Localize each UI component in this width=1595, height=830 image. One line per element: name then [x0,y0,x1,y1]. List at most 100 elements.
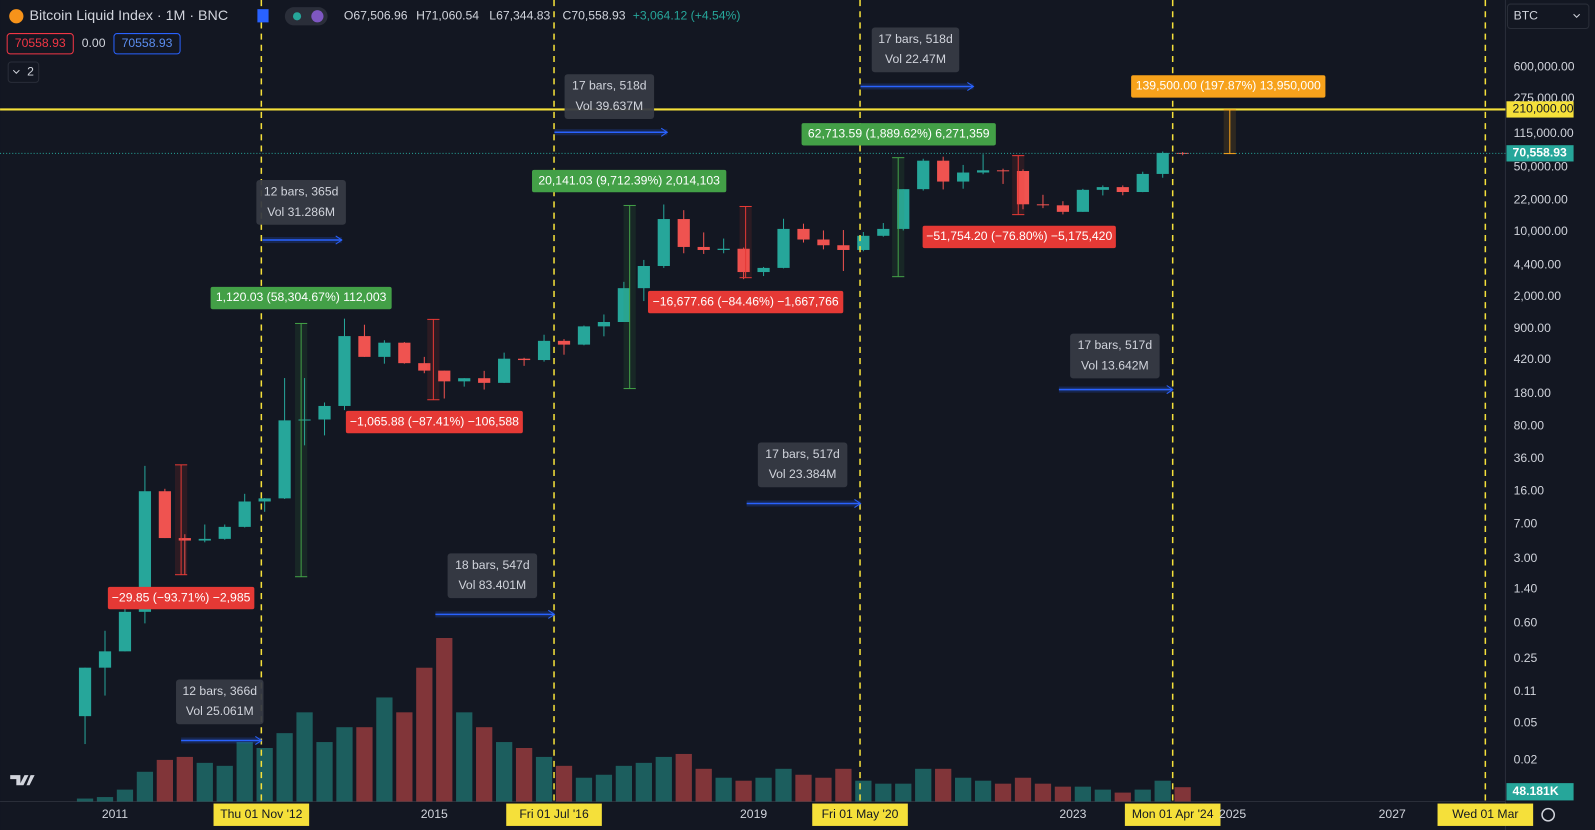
candle-body [1176,152,1189,154]
y-tick-label: 16.00 [1514,483,1545,497]
volume-bar [456,712,473,802]
volume-bar [376,697,393,802]
candle-body [897,189,910,229]
volume-label-bg [1506,783,1574,801]
sell-button[interactable] [6,33,74,55]
arrow-head [335,235,343,245]
candle-body [218,526,231,539]
volume-bar [555,765,573,802]
volume-bar [476,727,493,802]
volume-bar [755,777,772,802]
indicators-toggle[interactable] [7,61,40,83]
volume-bar [1054,786,1072,802]
candle-body [717,248,730,250]
buy-button[interactable] [113,33,181,55]
volume-bar [715,777,732,802]
y-tick-label: 50,000.00 [1514,159,1568,173]
range-label: −16,677.66 (−84.46%) −1,667,766 [653,294,839,308]
y-tick-label: 900.00 [1514,321,1551,335]
y-tick-label: 0.60 [1514,616,1538,630]
candle-body [1036,204,1050,206]
range-label: −29.85 (−93.71%) −2,985 [112,590,251,604]
y-tick-label: 80.00 [1514,419,1545,433]
volume-bar [935,768,952,802]
x-tick-label: 2023 [1059,807,1086,821]
ohlc-close: C70,558.93 [563,8,626,22]
volume-bar [196,762,213,802]
candle-body [917,160,930,190]
chevron [12,69,20,74]
volume-bar [316,742,333,802]
candle-body [637,265,650,289]
x-tick-label: 2027 [1379,807,1406,821]
volume-bar [515,748,533,802]
volume-bar [994,783,1012,802]
candle-body [957,172,970,182]
y-tick-label: 7.00 [1514,517,1538,531]
date-range-box [1070,333,1160,379]
volume-bar [256,748,273,802]
range-label: 62,713.59 (1,889.62%) 6,271,359 [808,126,990,140]
candle-body [697,246,710,250]
date-range-box [564,74,655,120]
ohlc-high: H71,060.54 [416,8,479,22]
indicators-count: 2 [27,64,34,78]
candle-body [98,651,112,668]
date-marker-bg [213,803,310,826]
range-label: 20,141.03 (9,712.39%) 2,014,103 [538,173,720,187]
volume-bar [396,712,413,802]
range-label: −1,065.88 (−87.41%) −106,588 [350,414,519,428]
date-range-volume: Vol 23.384M [769,467,837,481]
candle-body [657,219,670,266]
status-dot [311,10,324,23]
x-tick-label: 2025 [1219,807,1246,821]
range-label-bg [345,410,523,434]
date-marker-bg [1437,803,1534,826]
y-tick-label: 10,000.00 [1514,224,1568,238]
range-label: −51,754.20 (−76.80%) −5,175,420 [926,229,1112,243]
range-label-bg [107,586,255,610]
volume-bar [76,798,94,802]
symbol-icon [9,9,24,24]
volume-bar [635,762,652,802]
candle-body [877,228,890,236]
candle-body [298,419,311,421]
flag-icon[interactable] [257,9,269,23]
candle-body [577,326,591,345]
volume-bar [835,768,852,802]
volume-bar [436,637,453,802]
header: Bitcoin Liquid Index · 1M · BNC O67,506.… [6,3,1590,83]
volume-bar [236,742,253,802]
status-dot [292,12,302,21]
date-range-bars: 12 bars, 366d [182,684,257,698]
tv-logo [10,775,35,786]
date-range-box [871,27,960,73]
candle-body [737,248,750,273]
currency-select[interactable] [1506,3,1590,29]
currency: BTC [1514,8,1539,22]
settings-button[interactable] [1541,807,1556,822]
volume-bar [156,759,174,802]
y-tick-label: 0.11 [1514,684,1537,698]
volume-bar [695,768,712,802]
x-tick-label: 2015 [421,807,448,821]
date-marker-bg [506,803,602,826]
volume-bar [675,753,692,802]
last-price-label: 70,558.93 [1513,146,1567,160]
date-range-volume: Vol 31.286M [267,205,335,219]
candle-body [198,538,211,541]
y-tick-label: 3.00 [1514,551,1538,565]
y-tick-label: 36.00 [1514,451,1545,465]
range-label-bg [210,286,392,310]
symbol-title[interactable]: Bitcoin Liquid Index · 1M · BNC [30,8,229,24]
y-tick-label: 115,000.00 [1514,126,1574,140]
candle-body [817,239,830,246]
buy-price: 70558.93 [122,36,173,50]
candle-body [1156,152,1169,174]
candle-body [258,498,271,502]
range-label-bg [801,123,996,146]
candle-body [757,267,770,273]
date-range-box [757,442,848,488]
spread: 0.00 [82,36,106,50]
